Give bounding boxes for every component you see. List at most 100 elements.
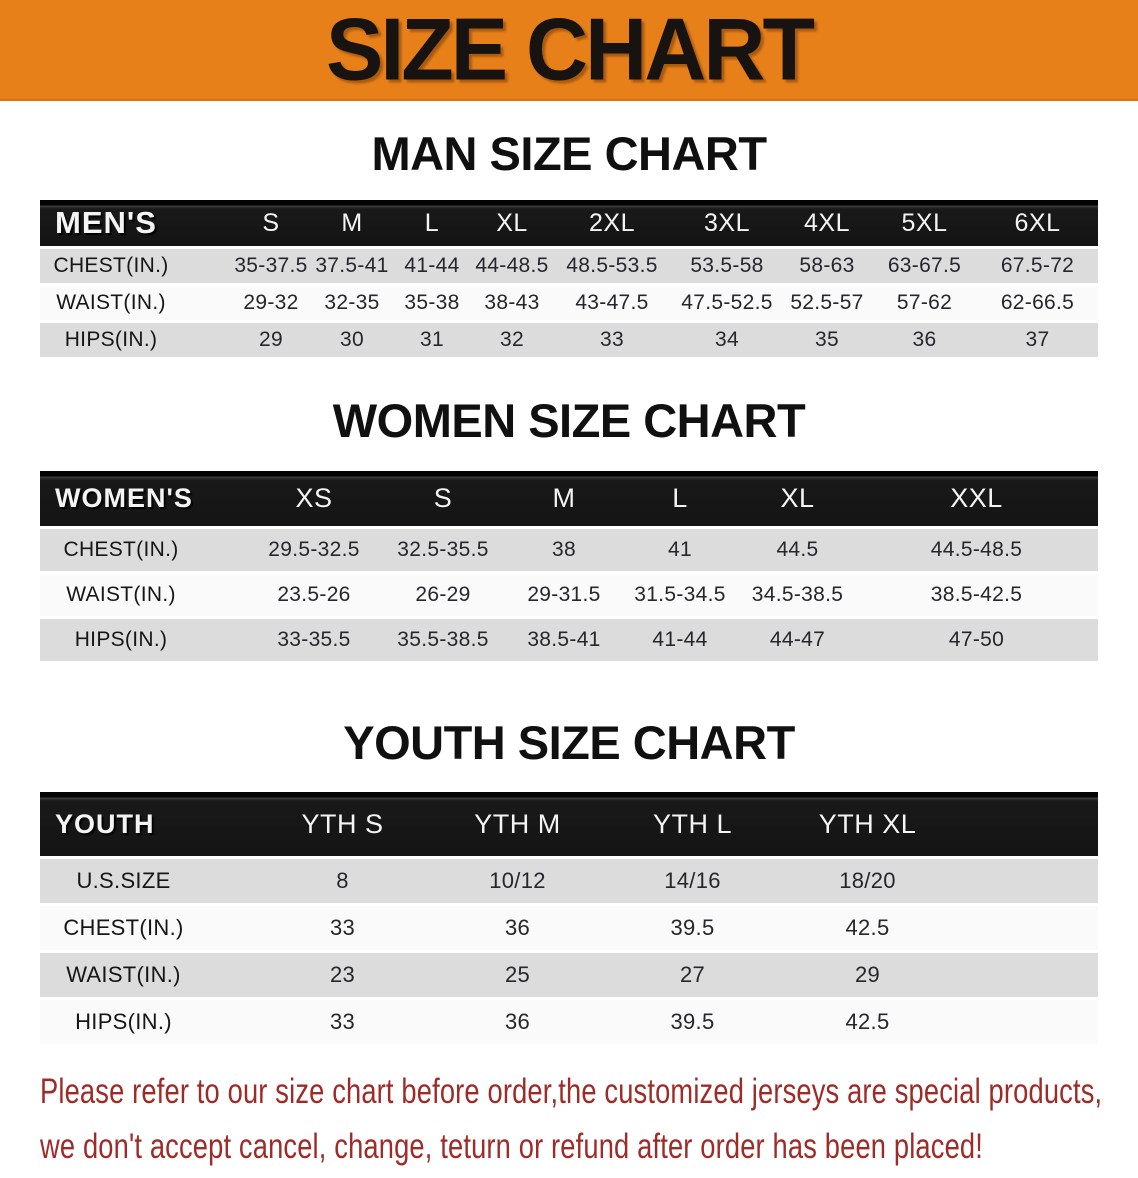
men-header-cell: 5XL <box>901 208 948 237</box>
data-cell: 29-31.5 <box>527 583 601 606</box>
data-cell: 52.5-57 <box>790 291 864 314</box>
row-label: WAIST(IN.) <box>66 583 176 606</box>
youth-hips-row: HIPS(IN.) 33 36 39.5 42.5 <box>40 1000 1098 1044</box>
data-cell: 57-62 <box>896 291 953 314</box>
women-table-header-row: WOMEN'S XS S M L XL XXL <box>40 471 1098 526</box>
women-header-cell: XXL <box>950 483 1003 513</box>
data-cell: 44-48.5 <box>475 254 549 277</box>
data-cell: 32.5-35.5 <box>397 538 489 561</box>
data-cell: 67.5-72 <box>1000 254 1075 277</box>
data-cell: 39.5 <box>670 915 715 940</box>
men-hips-row: HIPS(IN.) 29 30 31 32 33 34 35 36 37 <box>40 323 1098 357</box>
data-cell: 32-35 <box>324 291 380 314</box>
row-label: CHEST(IN.) <box>63 538 179 561</box>
men-header-cell: L <box>424 208 440 237</box>
data-cell: 35-37.5 <box>234 254 308 277</box>
row-label: CHEST(IN.) <box>63 915 184 940</box>
row-label: CHEST(IN.) <box>53 254 169 277</box>
data-cell: 29 <box>854 962 881 987</box>
women-header-label: WOMEN'S <box>55 483 193 513</box>
banner: SIZE CHART <box>0 0 1138 101</box>
youth-waist-row: WAIST(IN.) 23 25 27 29 <box>40 953 1098 997</box>
data-cell: 53.5-58 <box>690 254 764 277</box>
data-cell: 44.5-48.5 <box>930 538 1023 561</box>
row-label: HIPS(IN.) <box>75 1009 172 1034</box>
data-cell: 37.5-41 <box>315 254 389 277</box>
youth-header-cell: YTH L <box>652 808 733 839</box>
men-header-label: MEN'S <box>55 205 157 240</box>
men-table-header-row: MEN'S S M L XL 2XL 3XL 4XL 5XL 6XL <box>40 200 1098 246</box>
data-cell: 35-38 <box>404 291 460 314</box>
youth-table-header-row: YOUTH YTH S YTH M YTH L YTH XL <box>40 792 1098 856</box>
data-cell: 36 <box>504 1009 531 1034</box>
data-cell: 26-29 <box>415 583 471 606</box>
women-header-cell: S <box>433 483 453 513</box>
youth-chest-row: CHEST(IN.) 33 36 39.5 42.5 <box>40 906 1098 950</box>
data-cell: 41 <box>668 538 692 561</box>
men-header-cell: M <box>341 208 363 237</box>
row-label: WAIST(IN.) <box>66 962 181 987</box>
data-cell: 42.5 <box>845 1009 890 1034</box>
data-cell: 31.5-34.5 <box>634 583 726 606</box>
data-cell: 43-47.5 <box>575 291 649 314</box>
data-cell: 33-35.5 <box>277 628 351 651</box>
data-cell: 27 <box>679 962 706 987</box>
data-cell: 47.5-52.5 <box>681 291 773 314</box>
data-cell: 62-66.5 <box>1000 291 1075 314</box>
section-youth: YOUTH SIZE CHART YOUTH YTH S YTH M YTH L… <box>0 719 1138 1044</box>
men-header-cell: 4XL <box>804 208 850 237</box>
data-cell: 38 <box>552 538 576 561</box>
row-label: U.S.SIZE <box>76 868 171 893</box>
disclaimer-line-1: Please refer to our size chart before or… <box>40 1072 1103 1111</box>
data-cell: 36 <box>504 915 531 940</box>
data-cell: 38.5-42.5 <box>930 583 1023 606</box>
youth-size-table: YOUTH YTH S YTH M YTH L YTH XL U.S.SIZE … <box>40 792 1098 1044</box>
data-cell: 23.5-26 <box>277 583 351 606</box>
data-cell: 38-43 <box>484 291 540 314</box>
women-header-cell: XS <box>295 483 333 513</box>
youth-header-cell: YTH S <box>301 808 384 839</box>
data-cell: 18/20 <box>839 868 896 893</box>
men-chest-row: CHEST(IN.) 35-37.5 37.5-41 41-44 44-48.5… <box>40 249 1098 283</box>
youth-header-label: YOUTH <box>55 808 155 839</box>
data-cell: 44.5 <box>776 538 819 561</box>
data-cell: 32 <box>500 328 524 351</box>
men-header-cell: 3XL <box>704 208 750 237</box>
men-header-cell: 6XL <box>1014 208 1061 237</box>
women-header-cell: L <box>672 483 688 513</box>
men-section-heading: MAN SIZE CHART <box>371 127 767 180</box>
men-waist-row: WAIST(IN.) 29-32 32-35 35-38 38-43 43-47… <box>40 286 1098 320</box>
row-label: HIPS(IN.) <box>74 628 168 651</box>
youth-header-cell: YTH M <box>474 808 561 839</box>
data-cell: 41-44 <box>652 628 708 651</box>
data-cell: 35 <box>815 328 839 351</box>
data-cell: 34 <box>715 328 739 351</box>
women-size-table: WOMEN'S XS S M L XL XXL CHEST(IN.) 29.5-… <box>40 471 1098 661</box>
data-cell: 38.5-41 <box>527 628 601 651</box>
data-cell: 47-50 <box>948 628 1005 651</box>
women-section-heading: WOMEN SIZE CHART <box>332 394 806 447</box>
data-cell: 44-47 <box>769 628 826 651</box>
data-cell: 14/16 <box>664 868 721 893</box>
youth-header-cell: YTH XL <box>818 808 917 839</box>
data-cell: 33 <box>329 915 356 940</box>
data-cell: 34.5-38.5 <box>751 583 844 606</box>
women-chest-row: CHEST(IN.) 29.5-32.5 32.5-35.5 38 41 44.… <box>40 529 1098 571</box>
section-women: WOMEN SIZE CHART WOMEN'S XS S M L XL XXL… <box>0 397 1138 661</box>
men-size-table: MEN'S S M L XL 2XL 3XL 4XL 5XL 6XL CHEST… <box>40 200 1098 357</box>
data-cell: 10/12 <box>489 868 546 893</box>
data-cell: 63-67.5 <box>887 254 962 277</box>
data-cell: 39.5 <box>670 1009 715 1034</box>
data-cell: 33 <box>600 328 624 351</box>
data-cell: 36 <box>912 328 937 351</box>
data-cell: 42.5 <box>845 915 890 940</box>
data-cell: 35.5-38.5 <box>397 628 489 651</box>
data-cell: 25 <box>504 962 531 987</box>
data-cell: 48.5-53.5 <box>566 254 658 277</box>
women-header-cell: XL <box>780 483 815 513</box>
row-label: HIPS(IN.) <box>64 328 158 351</box>
section-men: MAN SIZE CHART MEN'S S M L XL 2XL 3XL 4X… <box>0 130 1138 357</box>
data-cell: 29 <box>259 328 283 351</box>
data-cell: 37 <box>1025 328 1050 351</box>
